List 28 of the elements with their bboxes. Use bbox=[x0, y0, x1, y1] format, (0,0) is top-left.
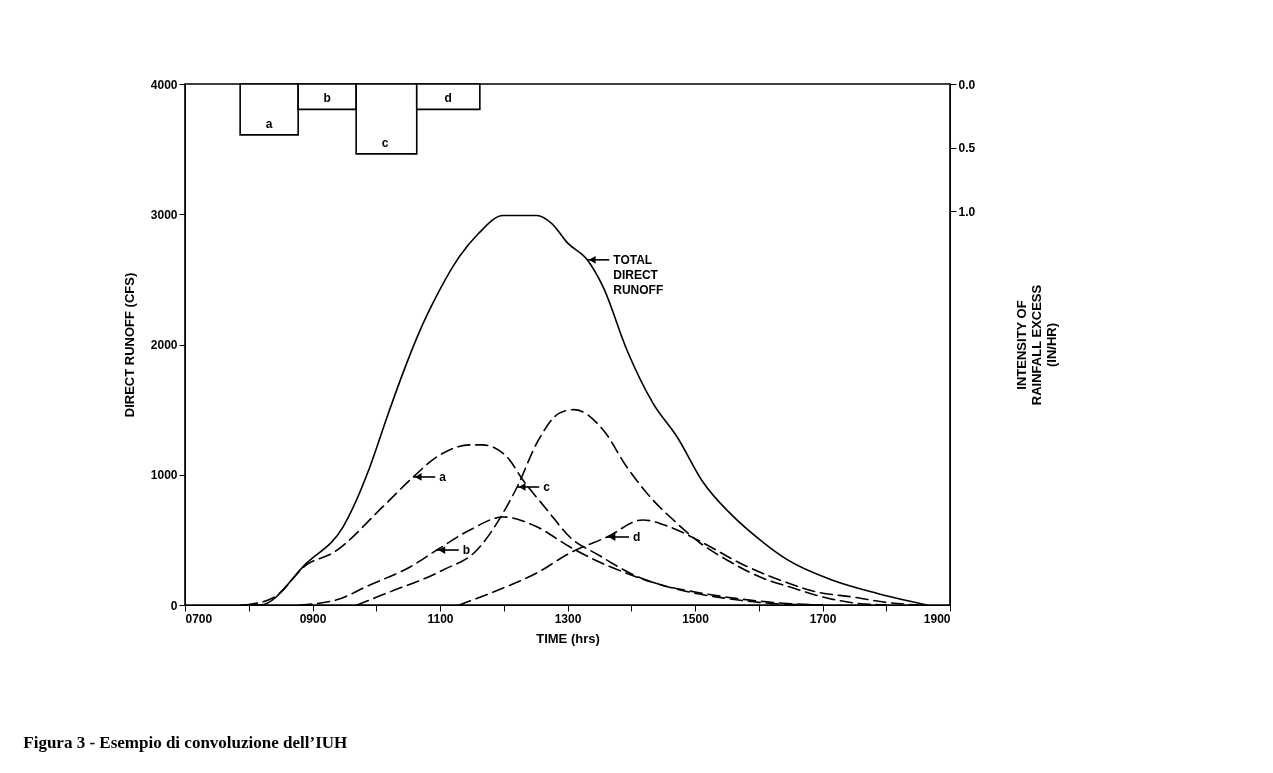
x-tick-label: 0900 bbox=[299, 611, 327, 626]
y-tick-label: 0 bbox=[170, 598, 178, 613]
annotation: b bbox=[462, 543, 471, 558]
x-tick-label: 1300 bbox=[554, 611, 582, 626]
data-label: d bbox=[444, 91, 452, 106]
y-tick-label: 4000 bbox=[150, 77, 178, 92]
x-tick-label: 1700 bbox=[809, 611, 837, 626]
x-tick-label: 1100 bbox=[427, 611, 454, 626]
y2-tick-label: 1.0 bbox=[958, 204, 976, 219]
y-tick-label: 1000 bbox=[150, 468, 178, 483]
data-label: a bbox=[265, 116, 273, 131]
y-axis-title: DIRECT RUNOFF (CFS) bbox=[121, 272, 137, 418]
y-tick-label: 3000 bbox=[150, 207, 178, 222]
annotation: d bbox=[633, 530, 641, 545]
data-label: b bbox=[323, 91, 331, 106]
annotation: a bbox=[439, 469, 447, 484]
y2-tick-label: 0.5 bbox=[958, 141, 976, 156]
y2-axis-title: INTENSITY OF RAINFALL EXCESS (IN/HR) bbox=[1014, 284, 1060, 406]
x-axis-title: TIME (hrs) bbox=[536, 630, 600, 646]
data-label: c bbox=[381, 135, 389, 150]
annotation: TOTAL DIRECT RUNOFF bbox=[613, 252, 664, 297]
x-tick-label: 0700 bbox=[185, 611, 213, 626]
annotation: c bbox=[543, 479, 551, 494]
y2-tick-label: 0.0 bbox=[958, 77, 976, 92]
x-tick-label: 1900 bbox=[923, 611, 951, 626]
x-tick-label: 1500 bbox=[682, 611, 710, 626]
y-tick-label: 2000 bbox=[150, 338, 178, 352]
text: Figura 3 - Esempio di convoluzione dell’IUH bbox=[23, 733, 348, 752]
